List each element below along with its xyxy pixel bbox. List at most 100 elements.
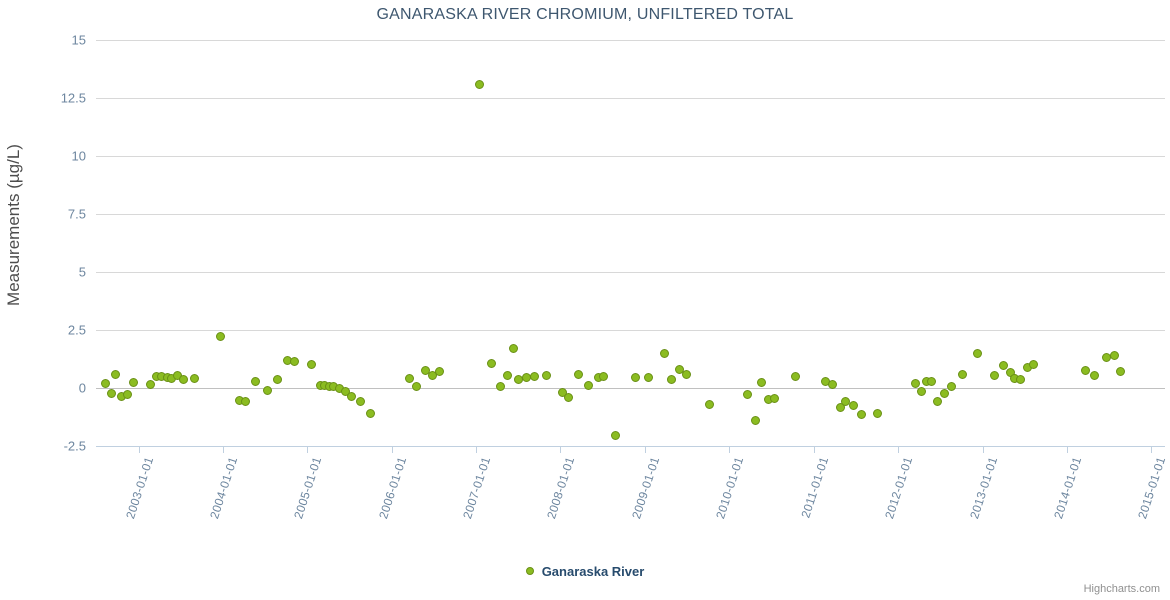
data-point[interactable]: [583, 381, 593, 391]
y-axis-ticks: -2.5 0 2.5 5 7.5 10 12.5 15: [0, 33, 86, 454]
data-point[interactable]: [873, 409, 883, 419]
y-tick-label: 2.5: [67, 322, 86, 338]
data-point[interactable]: [273, 375, 283, 385]
data-point[interactable]: [474, 79, 484, 89]
gridline: [96, 156, 1165, 157]
data-point[interactable]: [848, 400, 858, 410]
data-point[interactable]: [1115, 367, 1125, 377]
data-point[interactable]: [957, 369, 967, 379]
data-point[interactable]: [241, 397, 251, 407]
data-point[interactable]: [927, 376, 937, 386]
data-point[interactable]: [128, 377, 138, 387]
data-point[interactable]: [564, 392, 574, 402]
data-point[interactable]: [916, 386, 926, 396]
y-tick-label: 10: [71, 148, 86, 164]
data-point[interactable]: [598, 371, 608, 381]
x-tick-mark: [307, 446, 309, 453]
data-point[interactable]: [495, 382, 505, 392]
x-tick-mark: [560, 446, 562, 453]
data-point[interactable]: [1090, 370, 1100, 380]
data-point[interactable]: [179, 375, 189, 385]
data-point[interactable]: [1016, 375, 1026, 385]
data-point[interactable]: [973, 348, 983, 358]
data-point[interactable]: [1080, 366, 1090, 376]
data-point[interactable]: [675, 364, 685, 374]
x-tick-label: 2004-01-01: [206, 455, 241, 521]
data-point[interactable]: [420, 366, 430, 376]
data-point[interactable]: [704, 399, 714, 409]
data-point[interactable]: [307, 360, 317, 370]
data-point[interactable]: [106, 389, 116, 399]
x-tick-label: 2005-01-01: [291, 455, 325, 521]
data-point[interactable]: [145, 380, 155, 390]
gridline: [96, 330, 1165, 331]
data-point[interactable]: [123, 390, 133, 400]
x-tick-mark: [138, 446, 140, 453]
data-point[interactable]: [502, 370, 512, 380]
data-point[interactable]: [412, 382, 422, 392]
data-point[interactable]: [828, 380, 838, 390]
x-tick-mark: [1151, 446, 1153, 453]
data-point[interactable]: [769, 393, 779, 403]
data-point[interactable]: [434, 367, 444, 377]
x-tick-mark: [982, 446, 984, 453]
data-point[interactable]: [541, 370, 551, 380]
data-point[interactable]: [940, 389, 950, 399]
data-point[interactable]: [856, 410, 866, 420]
data-point[interactable]: [487, 359, 497, 369]
data-point[interactable]: [751, 415, 761, 425]
data-point[interactable]: [111, 369, 121, 379]
gridline: [96, 214, 1165, 215]
data-point[interactable]: [100, 378, 110, 388]
data-point[interactable]: [666, 375, 676, 385]
x-tick-mark: [391, 446, 393, 453]
data-point[interactable]: [508, 344, 518, 354]
x-tick-label: 2013-01-01: [966, 455, 1000, 521]
data-point[interactable]: [190, 374, 200, 384]
data-point[interactable]: [215, 332, 225, 342]
data-point[interactable]: [262, 385, 272, 395]
data-point[interactable]: [289, 356, 299, 366]
data-point[interactable]: [574, 369, 584, 379]
data-point[interactable]: [791, 371, 801, 381]
y-tick-label: 0: [78, 380, 86, 396]
legend-item-ganaraska-river[interactable]: Ganaraska River: [525, 563, 645, 579]
data-point[interactable]: [835, 403, 845, 413]
y-tick-label: 5: [78, 264, 86, 280]
data-point[interactable]: [757, 377, 767, 387]
data-point[interactable]: [742, 390, 752, 400]
chart-legend: Ganaraska River: [0, 563, 1170, 579]
data-point[interactable]: [558, 388, 568, 398]
data-point[interactable]: [250, 376, 260, 386]
data-point[interactable]: [356, 397, 366, 407]
data-point[interactable]: [173, 370, 183, 380]
data-point[interactable]: [1029, 360, 1039, 370]
data-point[interactable]: [643, 373, 653, 383]
data-point[interactable]: [1109, 351, 1119, 361]
x-tick-mark: [222, 446, 224, 453]
data-point[interactable]: [659, 348, 669, 358]
data-point[interactable]: [405, 374, 415, 384]
data-point[interactable]: [682, 369, 692, 379]
data-point[interactable]: [366, 409, 376, 419]
data-point[interactable]: [341, 386, 351, 396]
gridline: [96, 40, 1165, 41]
x-tick-label: 2010-01-01: [713, 455, 747, 521]
data-point[interactable]: [933, 397, 943, 407]
data-point[interactable]: [910, 378, 920, 388]
plot-area: [96, 40, 1165, 446]
data-point[interactable]: [346, 391, 356, 401]
data-point[interactable]: [529, 371, 539, 381]
data-point[interactable]: [989, 370, 999, 380]
x-tick-label: 2007-01-01: [460, 455, 494, 521]
y-tick-label: 15: [71, 32, 86, 48]
credits-link[interactable]: Highcharts.com: [1083, 583, 1160, 595]
data-point[interactable]: [630, 373, 640, 383]
x-tick-label: 2015-01-01: [1135, 455, 1169, 521]
x-tick-mark: [898, 446, 900, 453]
data-point[interactable]: [998, 361, 1008, 371]
legend-item-label: Ganaraska River: [541, 563, 645, 579]
data-point[interactable]: [947, 382, 957, 392]
x-tick-label: 2008-01-01: [544, 455, 578, 521]
data-point[interactable]: [610, 431, 620, 441]
